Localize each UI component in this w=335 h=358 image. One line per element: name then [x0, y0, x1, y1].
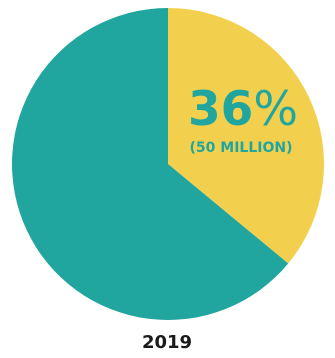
slice-sublabel: (50 MILLION): [190, 140, 293, 156]
pie-slice-remainder: [11, 8, 289, 321]
slice-percentage-unit: %: [253, 82, 298, 137]
chart-year-label: 2019: [142, 332, 192, 353]
slice-percentage-value: 36: [188, 82, 253, 137]
pie-slice-highlight: [168, 8, 324, 264]
pie-slices: [11, 8, 324, 321]
slice-percentage-label: 36%: [188, 82, 298, 137]
